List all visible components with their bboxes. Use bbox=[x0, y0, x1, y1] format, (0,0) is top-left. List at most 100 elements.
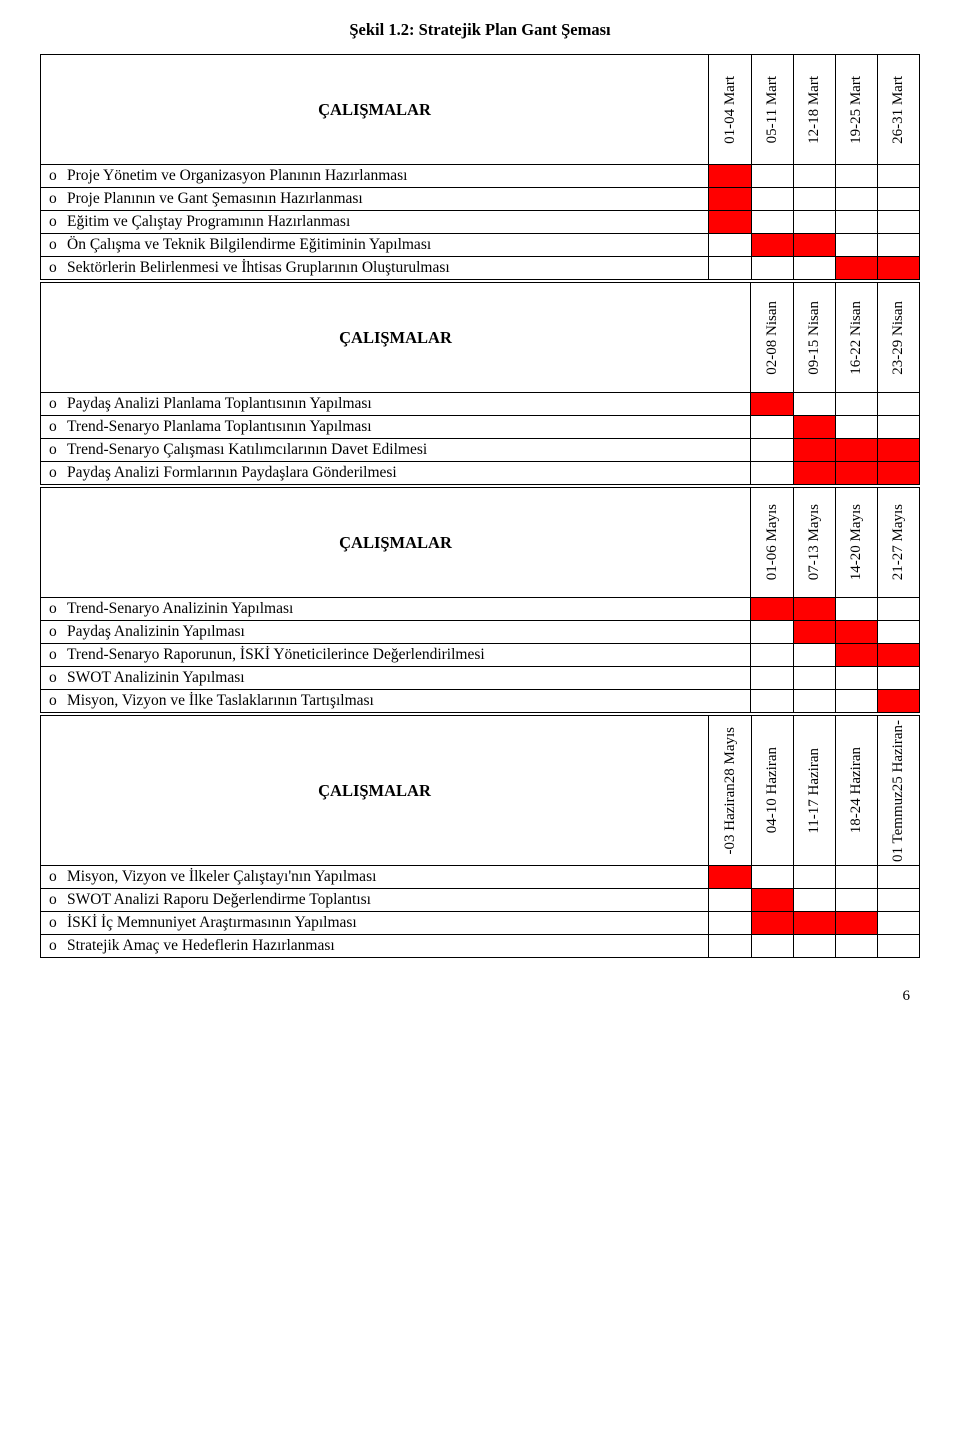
bullet-icon: o bbox=[49, 441, 67, 459]
task-label: Proje Planının ve Gant Şemasının Hazırla… bbox=[67, 190, 363, 208]
date-label: 21-27 Mayıs bbox=[891, 504, 906, 580]
task-label: Paydaş Analizi Planlama Toplantısının Ya… bbox=[67, 395, 372, 413]
gantt-row: oPaydaş Analizi Planlama Toplantısının Y… bbox=[41, 393, 919, 415]
gantt-cell-empty bbox=[877, 393, 919, 415]
gantt-cell-empty bbox=[835, 935, 877, 957]
date-cell: 16-22 Nisan bbox=[835, 283, 877, 392]
date-cell: 18-24 Haziran bbox=[835, 716, 877, 865]
task-label: Trend-Senaryo Analizinin Yapılması bbox=[67, 600, 293, 618]
gantt-cell-filled bbox=[751, 393, 793, 415]
date-cell: 23-29 Nisan bbox=[877, 283, 919, 392]
gantt-cell-empty bbox=[835, 667, 877, 689]
gantt-cell-empty bbox=[793, 257, 835, 279]
gantt-cell-empty bbox=[877, 621, 919, 643]
task-label: Sektörlerin Belirlenmesi ve İhtisas Grup… bbox=[67, 259, 450, 277]
gantt-cell-filled bbox=[793, 416, 835, 438]
gantt-cell-empty bbox=[877, 598, 919, 620]
gantt-row: oPaydaş Analizinin Yapılması bbox=[41, 620, 919, 643]
task-cells bbox=[709, 889, 919, 911]
bullet-icon: o bbox=[49, 600, 67, 618]
gantt-cell-empty bbox=[709, 889, 751, 911]
gantt-cell-filled bbox=[709, 165, 751, 187]
date-cell: 01 Temmuz25 Haziran- bbox=[877, 716, 919, 865]
gantt-row: oTrend-Senaryo Analizinin Yapılması bbox=[41, 598, 919, 620]
header-label: ÇALIŞMALAR bbox=[41, 55, 709, 164]
gantt-cell-empty bbox=[835, 165, 877, 187]
task-label-cell: oPaydaş Analizi Formlarının Paydaşlara G… bbox=[41, 462, 751, 484]
date-label: 02-08 Nisan bbox=[765, 301, 780, 375]
date-label: 19-25 Mart bbox=[849, 76, 864, 144]
gantt-cell-filled bbox=[877, 690, 919, 712]
gantt-cell-empty bbox=[877, 667, 919, 689]
gantt-cell-empty bbox=[793, 866, 835, 888]
task-label-cell: oProje Planının ve Gant Şemasının Hazırl… bbox=[41, 188, 709, 210]
gantt-cell-filled bbox=[835, 912, 877, 934]
task-cells bbox=[709, 165, 919, 187]
gantt-cell-filled bbox=[793, 598, 835, 620]
task-cells bbox=[709, 188, 919, 210]
date-cell: -03 Haziran28 Mayıs bbox=[709, 716, 751, 865]
date-cell: 12-18 Mart bbox=[793, 55, 835, 164]
task-label: Ön Çalışma ve Teknik Bilgilendirme Eğiti… bbox=[67, 236, 431, 254]
bullet-icon: o bbox=[49, 213, 67, 231]
date-label: -03 Haziran28 Mayıs bbox=[723, 727, 738, 854]
bullet-icon: o bbox=[49, 464, 67, 482]
gantt-cell-empty bbox=[835, 866, 877, 888]
gantt-cell-empty bbox=[877, 912, 919, 934]
gantt-cell-filled bbox=[835, 257, 877, 279]
gantt-row: oPaydaş Analizi Formlarının Paydaşlara G… bbox=[41, 461, 919, 484]
gantt-cell-empty bbox=[793, 188, 835, 210]
gantt-cell-empty bbox=[877, 889, 919, 911]
gantt-cell-empty bbox=[877, 416, 919, 438]
task-label: Proje Yönetim ve Organizasyon Planının H… bbox=[67, 167, 408, 185]
task-label-cell: oMisyon, Vizyon ve İlke Taslaklarının Ta… bbox=[41, 690, 751, 712]
task-label-cell: oSWOT Analizi Raporu Değerlendirme Topla… bbox=[41, 889, 709, 911]
gantt-row: oTrend-Senaryo Planlama Toplantısının Ya… bbox=[41, 415, 919, 438]
task-label-cell: oİSKİ İç Memnuniyet Araştırmasının Yapıl… bbox=[41, 912, 709, 934]
gantt-cell-empty bbox=[709, 912, 751, 934]
gantt-header: ÇALIŞMALAR-03 Haziran28 Mayıs04-10 Hazir… bbox=[41, 716, 919, 866]
gantt-cell-empty bbox=[835, 211, 877, 233]
gantt-cell-filled bbox=[835, 439, 877, 461]
gantt-row: oProje Yönetim ve Organizasyon Planının … bbox=[41, 165, 919, 187]
date-cell: 05-11 Mart bbox=[751, 55, 793, 164]
gantt-row: oSWOT Analizi Raporu Değerlendirme Topla… bbox=[41, 888, 919, 911]
gantt-cell-empty bbox=[793, 935, 835, 957]
gantt-cell-empty bbox=[751, 462, 793, 484]
date-label: 18-24 Haziran bbox=[849, 747, 864, 833]
gantt-row: oEğitim ve Çalıştay Programının Hazırlan… bbox=[41, 210, 919, 233]
gantt-cell-filled bbox=[877, 462, 919, 484]
gantt-cell-empty bbox=[835, 393, 877, 415]
date-label: 12-18 Mart bbox=[807, 76, 822, 144]
gantt-cell-filled bbox=[835, 462, 877, 484]
gantt-cell-filled bbox=[709, 188, 751, 210]
bullet-icon: o bbox=[49, 937, 67, 955]
gantt-cell-filled bbox=[793, 439, 835, 461]
gantt-cell-empty bbox=[793, 165, 835, 187]
task-label: Misyon, Vizyon ve İlke Taslaklarının Tar… bbox=[67, 692, 374, 710]
gantt-cell-empty bbox=[751, 866, 793, 888]
gantt-cell-empty bbox=[751, 188, 793, 210]
bullet-icon: o bbox=[49, 891, 67, 909]
header-label: ÇALIŞMALAR bbox=[41, 283, 751, 392]
task-label-cell: oTrend-Senaryo Analizinin Yapılması bbox=[41, 598, 751, 620]
gantt-cell-empty bbox=[751, 667, 793, 689]
bullet-icon: o bbox=[49, 669, 67, 687]
gantt-cell-empty bbox=[751, 257, 793, 279]
gantt-cell-empty bbox=[751, 211, 793, 233]
gantt-cell-empty bbox=[793, 393, 835, 415]
date-cell: 19-25 Mart bbox=[835, 55, 877, 164]
gantt-cell-empty bbox=[751, 165, 793, 187]
gantt-block: ÇALIŞMALAR01-06 Mayıs07-13 Mayıs14-20 Ma… bbox=[40, 487, 920, 713]
task-label: Stratejik Amaç ve Hedeflerin Hazırlanmas… bbox=[67, 937, 335, 955]
task-cells bbox=[709, 912, 919, 934]
gantt-cell-filled bbox=[751, 598, 793, 620]
gantt-row: oProje Planının ve Gant Şemasının Hazırl… bbox=[41, 187, 919, 210]
date-cell: 14-20 Mayıs bbox=[835, 488, 877, 597]
gantt-cell-empty bbox=[835, 690, 877, 712]
gantt-cell-empty bbox=[751, 621, 793, 643]
gantt-cell-filled bbox=[877, 644, 919, 666]
gantt-cell-filled bbox=[709, 211, 751, 233]
header-label: ÇALIŞMALAR bbox=[41, 716, 709, 865]
gantt-row: oSektörlerin Belirlenmesi ve İhtisas Gru… bbox=[41, 256, 919, 279]
